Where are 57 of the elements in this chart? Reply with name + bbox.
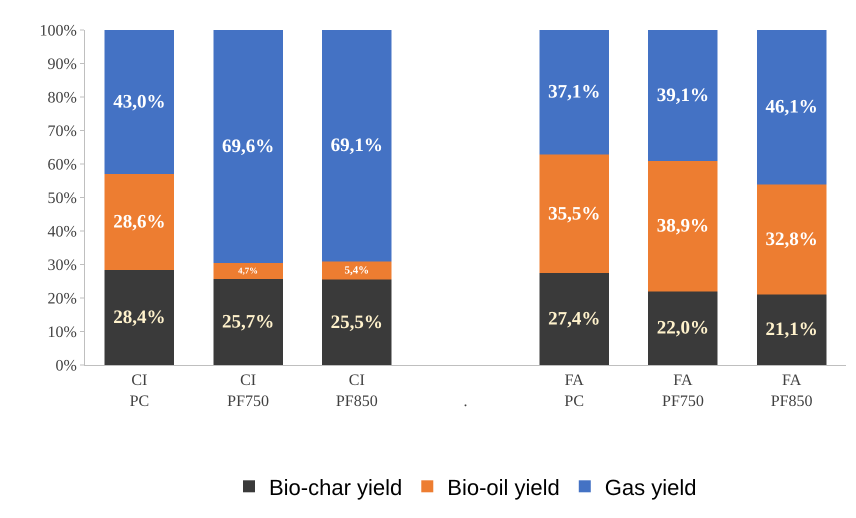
y-tick-label: 70% bbox=[47, 123, 77, 140]
bar bbox=[104, 174, 174, 270]
data-label: 39,1% bbox=[656, 84, 710, 106]
bar bbox=[539, 30, 609, 154]
bar bbox=[104, 30, 174, 174]
data-label: 27,4% bbox=[548, 308, 600, 330]
data-label: 46,1% bbox=[766, 96, 818, 118]
y-tick-label: 0% bbox=[55, 358, 77, 375]
x-tick-label: . bbox=[464, 393, 468, 410]
legend-label: Gas yield bbox=[604, 474, 696, 500]
data-label: 37,1% bbox=[548, 82, 600, 103]
y-tick-label: 30% bbox=[47, 257, 77, 274]
x-tick-label: CI PC bbox=[130, 372, 150, 410]
bar bbox=[648, 160, 718, 292]
data-label: 28,6% bbox=[113, 211, 166, 232]
x-tick-label: FA PF850 bbox=[770, 372, 813, 410]
bar bbox=[104, 270, 174, 365]
bar bbox=[322, 280, 392, 365]
data-label: 32,8% bbox=[766, 228, 818, 250]
data-label: 25,5% bbox=[330, 312, 383, 333]
bar bbox=[213, 30, 283, 264]
data-label: 22,0% bbox=[656, 318, 710, 339]
y-tick-label: 80% bbox=[47, 90, 77, 107]
bar bbox=[322, 30, 392, 262]
data-label: 21,1% bbox=[766, 319, 818, 340]
data-label: 5,4% bbox=[344, 264, 370, 277]
data-label: 4,7% bbox=[238, 266, 258, 276]
legend-label: Bio-char yield bbox=[269, 474, 402, 500]
x-tick-label: FA PF750 bbox=[662, 372, 704, 410]
bar bbox=[213, 278, 283, 365]
bar bbox=[756, 30, 826, 184]
y-tick-label: 60% bbox=[47, 156, 77, 174]
bar bbox=[648, 30, 718, 161]
bar bbox=[539, 273, 609, 365]
data-label: 38,9% bbox=[656, 216, 710, 237]
data-label: 69,1% bbox=[330, 135, 383, 156]
y-tick-label: 10% bbox=[47, 324, 77, 342]
bar bbox=[648, 291, 718, 365]
legend-label: Bio-oil yield bbox=[447, 474, 560, 500]
data-label: 43,0% bbox=[113, 92, 166, 113]
y-tick-label: 100% bbox=[39, 22, 77, 40]
y-tick-label: 90% bbox=[47, 56, 77, 74]
bar bbox=[539, 154, 609, 274]
data-label: 69,6% bbox=[222, 136, 274, 158]
x-tick-label: CI PF750 bbox=[227, 372, 269, 410]
y-tick-label: 20% bbox=[47, 290, 77, 308]
x-tick-label: CI PF850 bbox=[336, 372, 378, 410]
bar bbox=[756, 294, 826, 365]
bar bbox=[322, 261, 392, 280]
x-tick-label: FA PC bbox=[564, 372, 584, 410]
y-tick-label: 50% bbox=[47, 190, 77, 208]
data-label: 35,5% bbox=[548, 203, 600, 224]
bar bbox=[213, 263, 283, 279]
y-tick-label: 40% bbox=[47, 224, 77, 241]
data-label: 25,7% bbox=[222, 311, 274, 332]
data-label: 28,4% bbox=[113, 306, 166, 328]
bar bbox=[756, 184, 826, 294]
